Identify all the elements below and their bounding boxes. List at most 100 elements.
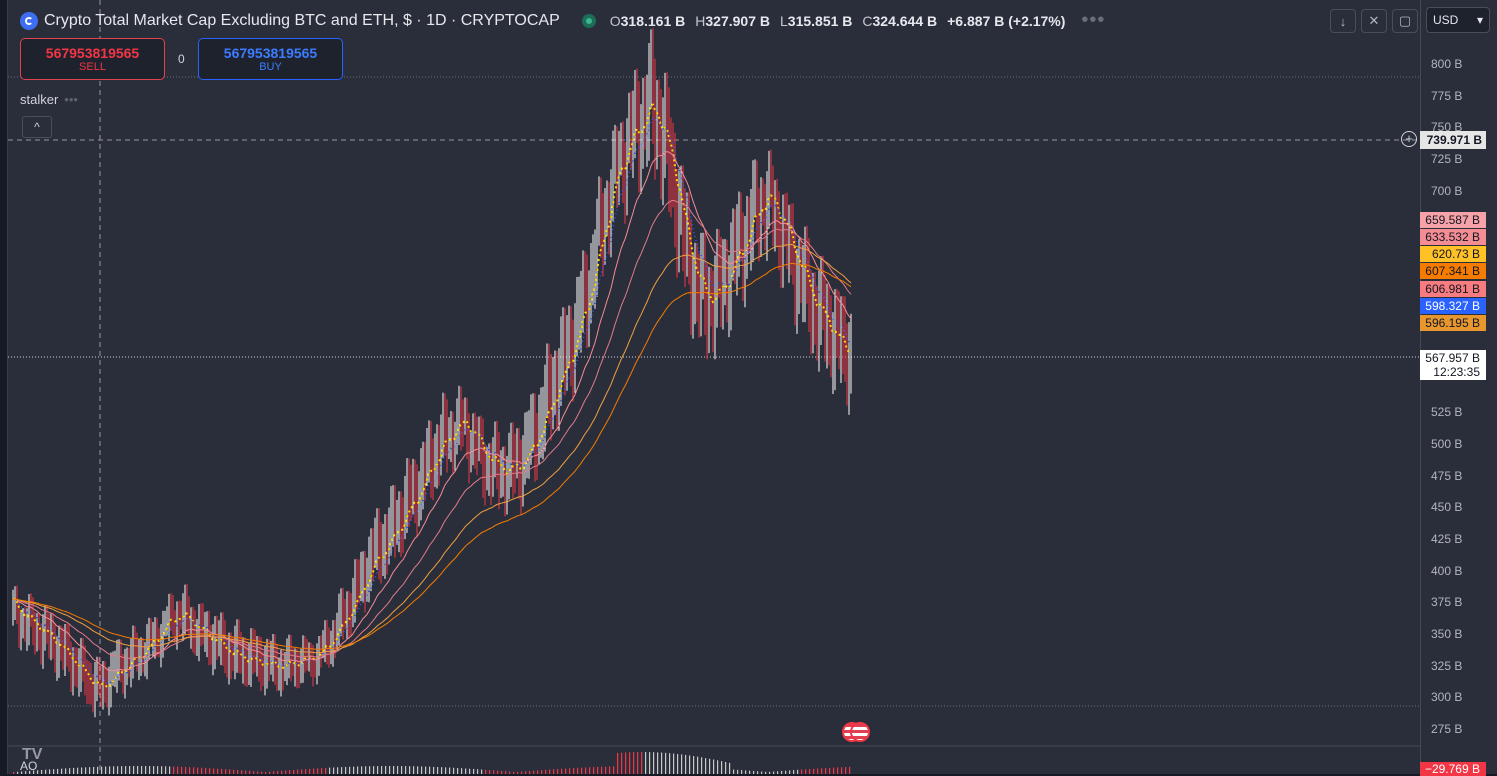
ao-bar [577, 767, 579, 774]
ao-bar [57, 768, 59, 774]
ao-bar [761, 771, 763, 774]
ao-bar [573, 768, 575, 774]
low-key: L [779, 12, 788, 29]
ao-bar [765, 771, 767, 774]
price-tick: 400 B [1431, 563, 1463, 578]
symbol-title[interactable]: Crypto Total Market Cap Excluding BTC an… [44, 11, 560, 29]
ao-bar [33, 770, 35, 774]
ao-bar [293, 769, 295, 774]
ao-bar [673, 753, 675, 774]
ao-bar [225, 769, 227, 774]
ao-bar [257, 771, 259, 774]
ao-bar [837, 767, 839, 774]
ao-bar [841, 767, 843, 774]
ao-bar [641, 752, 643, 774]
tradingview-logo-icon[interactable]: TV [22, 746, 43, 763]
indicator-price-label: 620.73 B [1420, 246, 1486, 262]
ao-bar [601, 766, 603, 774]
ema-orange-line [12, 263, 852, 650]
ao-bar [37, 770, 39, 774]
chart-pane[interactable] [7, 0, 1421, 774]
ao-bar [265, 771, 267, 774]
ao-bar [61, 768, 63, 774]
ao-bar [201, 767, 203, 774]
ao-bar [565, 768, 567, 774]
price-tick: 475 B [1431, 468, 1463, 483]
economic-events-icon[interactable] [842, 722, 872, 742]
indicator-price-label: 606.981 B [1420, 281, 1486, 297]
ao-bar [613, 766, 615, 774]
ao-bar [109, 766, 111, 774]
ao-bar [241, 770, 243, 774]
ao-bar [653, 752, 655, 774]
ema-blue-line [12, 117, 852, 685]
ao-bar [745, 770, 747, 774]
ao-bar [369, 766, 371, 774]
price-tick: 350 B [1431, 627, 1463, 641]
ao-bar [725, 761, 727, 774]
high-value: 327.907 B [705, 12, 770, 29]
ao-bar [69, 768, 71, 774]
last-price: 567.957 B [1425, 351, 1480, 365]
ao-bar [157, 766, 159, 774]
indicator-more-icon[interactable]: ••• [64, 92, 78, 107]
ao-bar [357, 766, 359, 774]
ao-bar [605, 766, 607, 774]
ao-bar [97, 766, 99, 774]
ao-bar [25, 771, 27, 774]
ema-light-orange-line [12, 243, 852, 654]
sell-label: SELL [79, 60, 106, 73]
ao-bar [361, 766, 363, 774]
ao-bar [669, 753, 671, 774]
price-tick: 750 B [1431, 120, 1463, 135]
collapse-icon[interactable]: ✕ [1361, 9, 1387, 33]
ao-bar [205, 767, 207, 774]
currency-select[interactable]: USD ▾ [1426, 7, 1490, 33]
collapse-indicators-button[interactable]: ^ [22, 116, 52, 138]
ao-bar [21, 771, 23, 774]
price-tick: 500 B [1431, 437, 1463, 451]
ao-bar [53, 769, 55, 774]
ao-bar [397, 766, 399, 774]
ao-bar [541, 770, 543, 774]
ao-bar [385, 766, 387, 774]
ao-bar [117, 766, 119, 774]
price-axis[interactable] [1420, 0, 1497, 774]
ao-bar [17, 771, 19, 774]
indicator-legend[interactable]: stalker ••• [20, 92, 78, 107]
price-tick: 450 B [1431, 500, 1463, 515]
ao-bar [633, 752, 635, 774]
sell-button[interactable]: 567953819565 SELL [20, 38, 165, 80]
ohlc-values: O318.161 B H327.907 B L315.851 B C324.64… [610, 13, 1066, 29]
ao-bar [329, 767, 331, 774]
ao-bar [533, 770, 535, 774]
ao-bar [425, 766, 427, 774]
ao-bar [537, 770, 539, 774]
fullscreen-icon[interactable]: ▢ [1392, 9, 1418, 33]
ao-bar [441, 767, 443, 774]
ao-bar [469, 768, 471, 774]
ao-bar [621, 752, 623, 774]
price-chart[interactable] [8, 0, 1421, 774]
ao-bar [793, 770, 795, 774]
ao-bar [245, 770, 247, 774]
ao-bar [237, 769, 239, 774]
market-status-icon[interactable] [581, 13, 596, 28]
ao-bar [177, 766, 179, 774]
more-options-icon[interactable]: ••• [1081, 9, 1106, 31]
buy-label: BUY [259, 60, 282, 73]
ao-bar [349, 766, 351, 774]
symbol-header: Crypto Total Market Cap Excluding BTC an… [20, 9, 1105, 32]
download-icon[interactable]: ↓ [1330, 9, 1356, 33]
ema-fast-line [12, 103, 852, 689]
ao-bar [277, 771, 279, 774]
ao-bar [545, 769, 547, 774]
ao-bar [697, 756, 699, 774]
buy-button[interactable]: 567953819565 BUY [198, 38, 343, 80]
price-tick: 325 B [1431, 658, 1463, 673]
ao-bar [465, 768, 467, 774]
ema-rose-line [12, 199, 852, 659]
ao-bar [809, 768, 811, 774]
add-alert-icon[interactable]: + [1401, 131, 1417, 147]
ao-bar [193, 767, 195, 774]
